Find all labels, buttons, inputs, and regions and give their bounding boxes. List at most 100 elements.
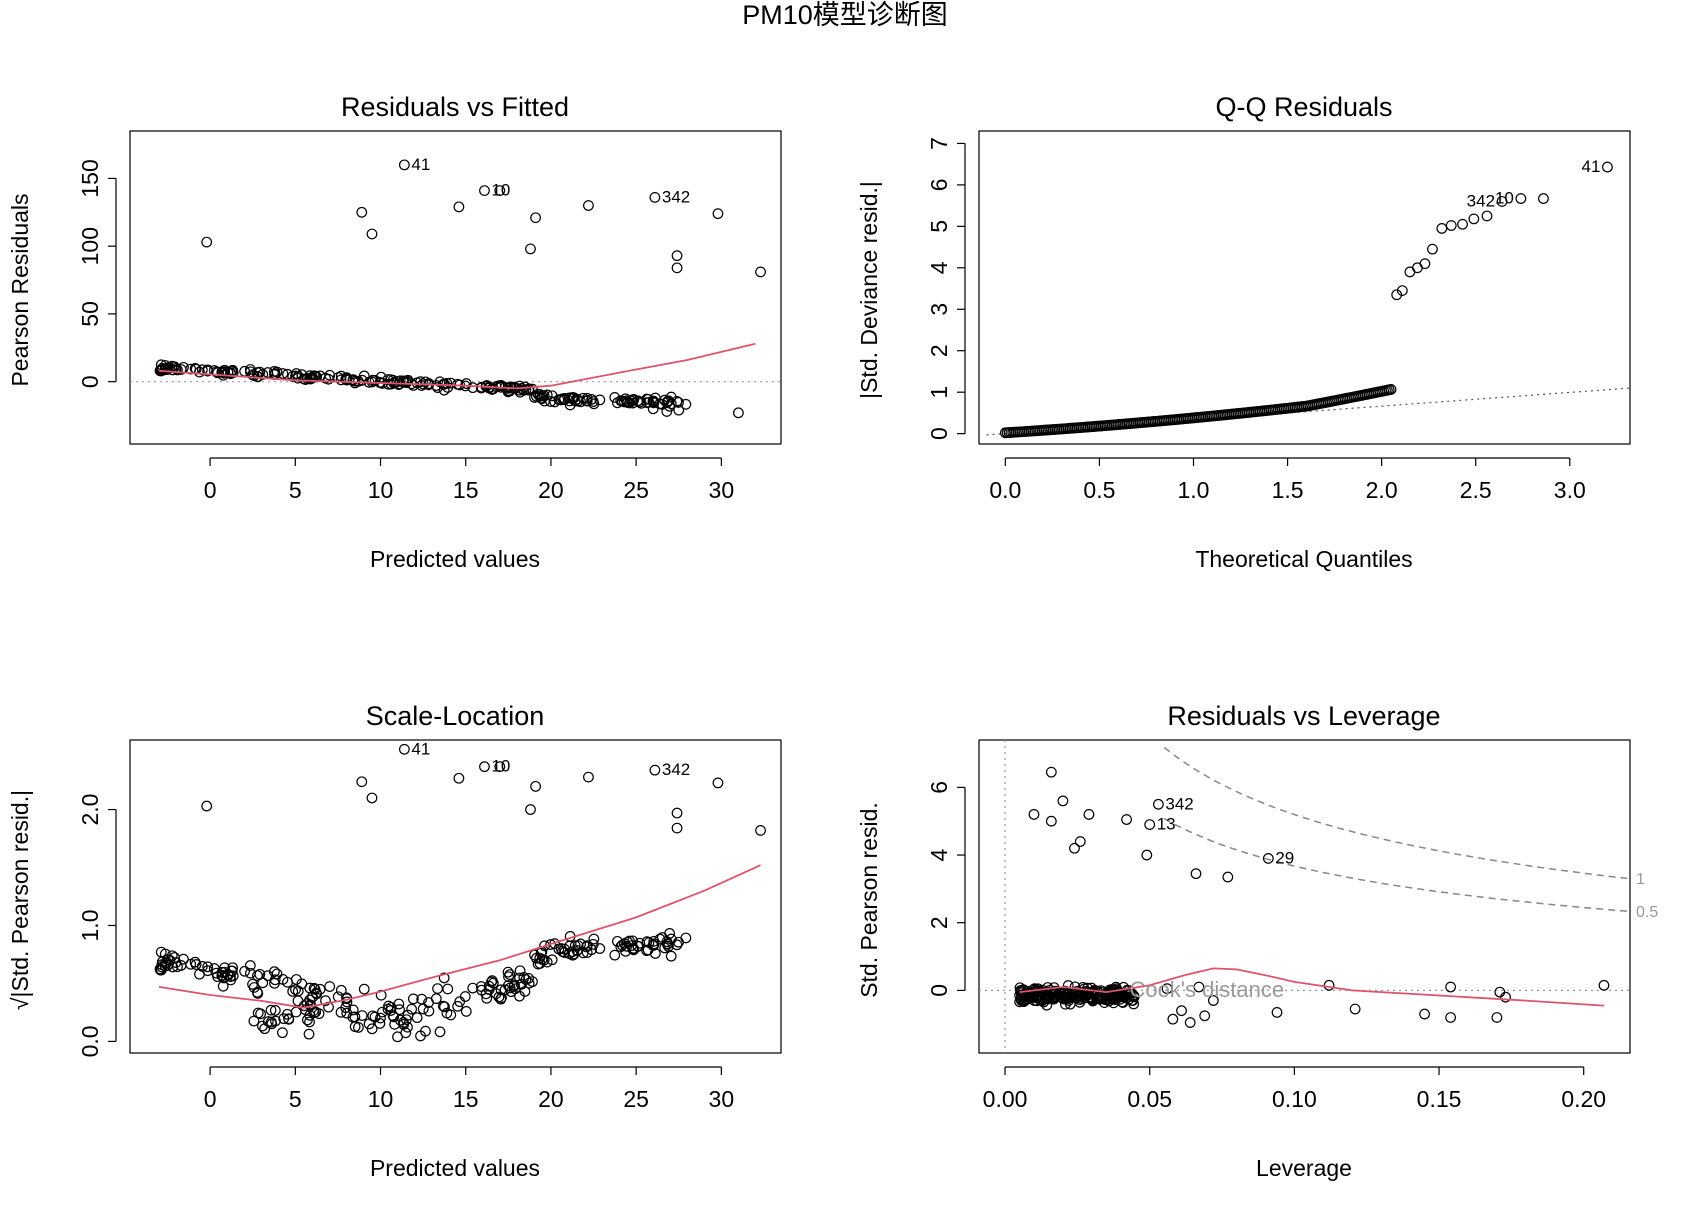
data-point — [627, 397, 639, 409]
data-point — [1152, 798, 1164, 810]
data-point — [1515, 193, 1527, 204]
data-point — [624, 935, 635, 947]
cooks-contour — [1163, 746, 1628, 880]
data-point — [277, 974, 289, 985]
data-point — [649, 764, 661, 776]
data-point — [202, 961, 214, 973]
data-point — [1207, 995, 1219, 1006]
x-tick-label: 5 — [289, 1086, 302, 1112]
data-point — [496, 992, 507, 1004]
data-point — [563, 392, 575, 404]
data-point — [583, 200, 594, 211]
data-point — [523, 972, 534, 984]
data-point — [1045, 766, 1057, 778]
data-point — [442, 983, 454, 995]
point-label: 41 — [411, 155, 430, 174]
data-point — [194, 968, 205, 980]
plot-area — [979, 740, 1630, 1053]
data-point — [671, 822, 683, 834]
plot-frame — [129, 130, 782, 445]
y-tick-label: 0 — [926, 427, 952, 440]
smooth-line — [158, 342, 756, 390]
data-point — [1385, 384, 1397, 395]
data-point — [268, 966, 280, 978]
data-point — [755, 266, 766, 278]
point-label: 10 — [491, 181, 510, 200]
data-point — [1071, 990, 1083, 1002]
data-point — [389, 1018, 401, 1030]
panel-residuals-vs-leverage: Residuals vs Leverage Leverage Std. Pear… — [856, 701, 1658, 1181]
data-point — [755, 825, 766, 836]
data-point — [303, 1028, 315, 1040]
data-point — [335, 984, 347, 996]
data-point — [1427, 243, 1438, 255]
data-point — [1271, 1006, 1283, 1018]
x-tick-label: 0.00 — [983, 1086, 1028, 1112]
data-point — [581, 940, 593, 952]
data-point — [290, 368, 302, 379]
data-point — [248, 1015, 260, 1027]
data-point — [1063, 988, 1075, 999]
data-point — [1176, 1005, 1187, 1017]
data-point — [271, 968, 283, 980]
data-point — [514, 380, 525, 392]
data-point — [341, 996, 353, 1008]
data-point — [1036, 995, 1048, 1007]
data-point — [587, 396, 599, 407]
point-label: 29 — [1275, 848, 1294, 867]
y-axis-label: Std. Pearson resid. — [856, 802, 882, 998]
data-point — [269, 974, 281, 986]
data-point — [1024, 991, 1035, 1003]
data-point — [454, 996, 466, 1008]
data-point — [347, 375, 359, 386]
data-point — [366, 228, 378, 240]
data-point — [1491, 1012, 1503, 1023]
qq-reference-line — [986, 387, 1630, 436]
data-point — [252, 987, 264, 999]
data-point — [356, 206, 368, 218]
point-label: 41 — [1582, 157, 1601, 176]
data-point — [541, 956, 553, 968]
y-tick-label: 1.0 — [77, 909, 103, 941]
data-point — [1069, 842, 1080, 854]
data-point — [479, 761, 490, 773]
data-point — [1118, 981, 1129, 993]
data-point — [411, 377, 423, 389]
data-point — [290, 974, 302, 985]
x-tick-label: 30 — [709, 477, 735, 503]
data-point — [388, 1011, 400, 1023]
data-point — [1222, 871, 1234, 883]
cooks-distance-label: Cook's distance — [1129, 977, 1284, 1002]
y-tick-label: 1 — [926, 386, 952, 399]
data-point — [539, 395, 550, 407]
data-point — [407, 993, 419, 1005]
data-point — [1074, 996, 1086, 1008]
data-point — [298, 1000, 310, 1012]
data-point — [320, 995, 331, 1007]
data-point — [415, 1030, 426, 1042]
data-point — [216, 969, 228, 981]
data-point — [1083, 809, 1095, 820]
x-tick-label: 15 — [453, 477, 479, 503]
data-point — [1538, 193, 1549, 204]
data-point — [441, 1007, 453, 1019]
panel-scale-location: Scale-Location Predicted values √|Std. P… — [7, 701, 782, 1181]
data-point — [1028, 991, 1040, 1003]
data-point — [434, 1026, 446, 1038]
data-point — [290, 1006, 302, 1018]
data-point — [555, 394, 567, 406]
data-point — [304, 982, 316, 994]
cooks-contour — [1163, 817, 1628, 912]
data-point — [212, 367, 223, 379]
x-tick-label: 0.20 — [1561, 1086, 1606, 1112]
y-axis-label: √|Std. Pearson resid.| — [7, 790, 33, 1010]
data-point — [665, 950, 677, 962]
data-point — [1193, 981, 1205, 993]
point-label: 342 — [662, 187, 690, 206]
plot-frame — [978, 130, 1631, 445]
data-point — [502, 966, 514, 978]
x-tick-label: 10 — [368, 1086, 394, 1112]
y-tick-label: 5 — [926, 220, 952, 233]
data-point — [196, 960, 208, 972]
data-point — [309, 983, 321, 995]
